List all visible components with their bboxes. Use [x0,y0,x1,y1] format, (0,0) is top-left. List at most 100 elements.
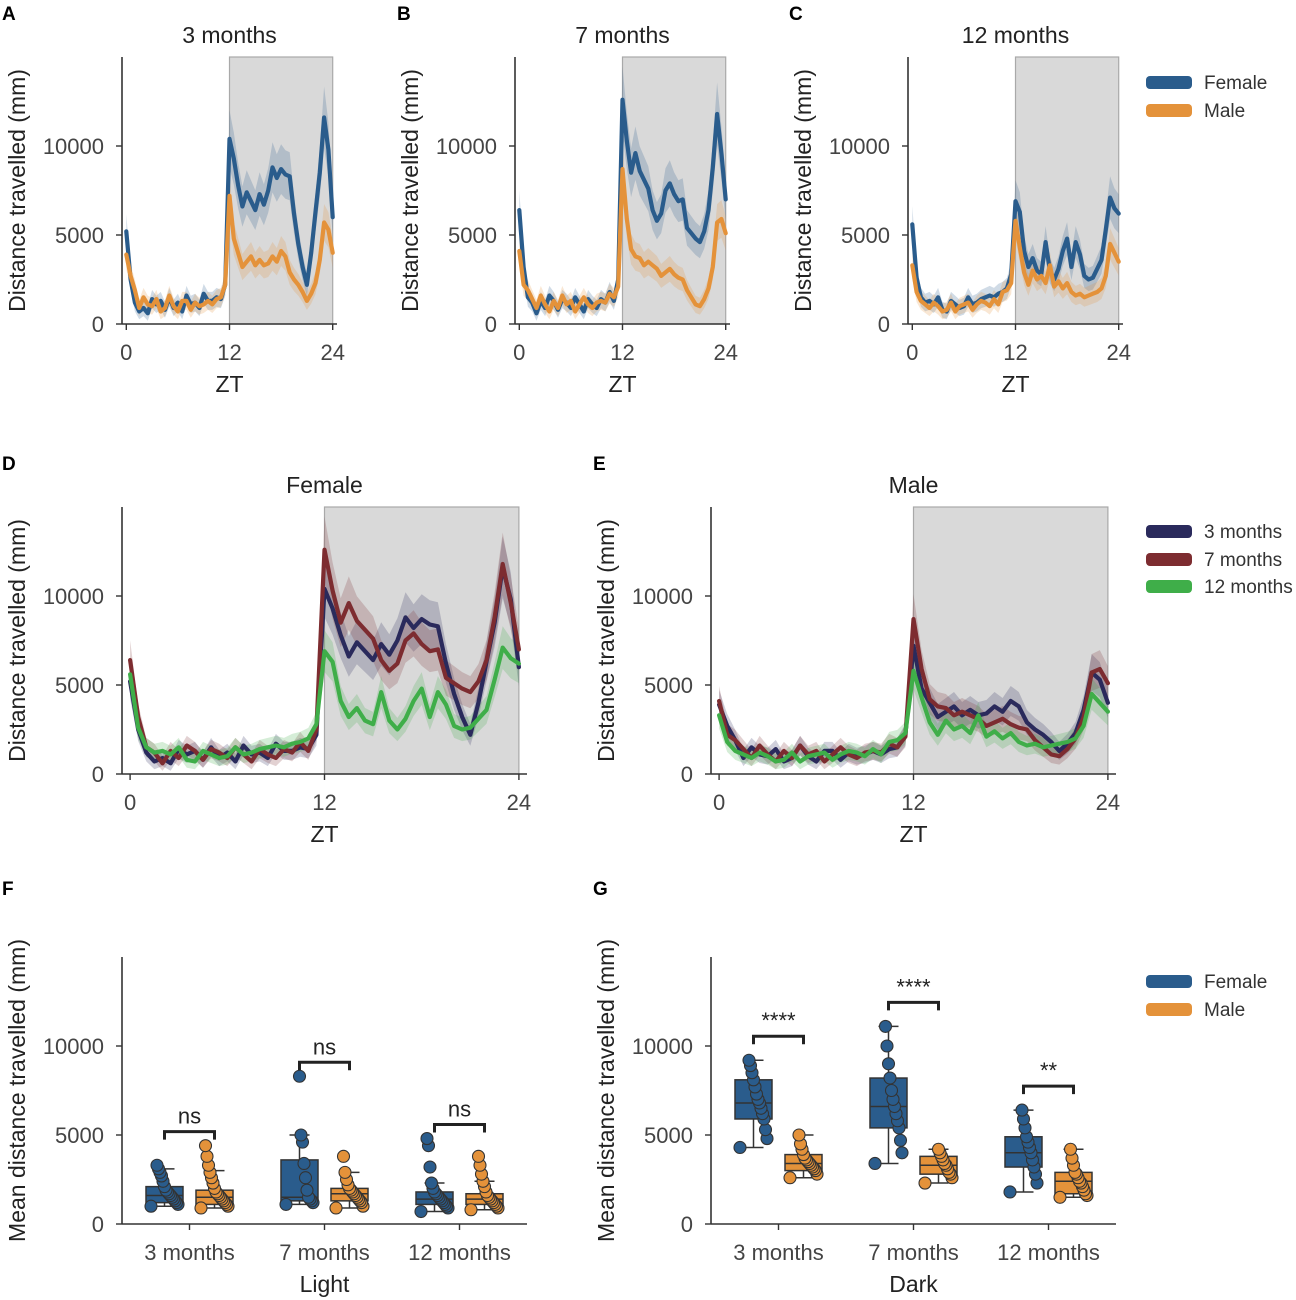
data-point-male [198,1139,213,1153]
significance-label: ns [313,1034,336,1059]
data-point-male [194,1201,208,1215]
data-point-female [300,1183,314,1197]
significance-label: ns [178,1104,201,1129]
y-axis-label: Distance travelled (mm) [790,69,816,312]
data-point-female [883,1071,897,1085]
x-tick-label: 12 months [408,1240,511,1265]
data-point-female [420,1132,434,1146]
x-tick-label: 0 [713,790,725,815]
x-axis-label: ZT [310,821,338,847]
y-tick-label: 10000 [632,1034,693,1059]
error-band-male [912,202,1119,320]
dark-phase-shade [1014,56,1120,325]
significance-label: ns [448,1097,471,1122]
legend-swatch-box-male [1146,1003,1192,1016]
x-axis-label: ZT [1001,371,1029,397]
data-point-female [758,1123,773,1137]
y-tick-label: 5000 [644,673,693,698]
data-point-female [150,1158,164,1172]
data-point-male [792,1128,806,1142]
x-tick-label: 7 months [868,1240,959,1265]
x-axis-label: Dark [889,1271,938,1297]
x-axis-label: ZT [608,371,636,397]
series-line-male [910,218,1121,314]
y-axis-label: Distance travelled (mm) [397,69,423,312]
y-axis-label: Mean distance travelled (mm) [593,939,619,1242]
chart-panel-c: 0 5000 10000 Distance travelled (mm) 0 12 24 ZT… [790,22,1131,397]
chart-panel-a: 0 5000 10000 Distance travelled (mm) 0 12 24 ZT… [4,22,345,397]
data-point-male [918,1176,932,1190]
legend-label-box-female: Female [1204,972,1267,993]
series-line-12-months [128,645,522,764]
panel-title: 7 months [575,22,670,48]
series-line-female [124,115,335,316]
data-point-female [1015,1103,1029,1117]
significance-bracket [163,1130,216,1140]
panel-title: Female [286,472,363,498]
error-band-12-months [719,652,1108,770]
data-point-female [298,1171,313,1185]
series-line-7-months [128,547,522,766]
x-tick-label: 0 [124,790,136,815]
legend-label-female: Female [1204,73,1267,94]
chart-panel-b: 0 5000 10000 Distance travelled (mm) 0 12 24 ZT… [397,22,738,397]
x-tick-label: 0 [120,340,132,365]
y-axis-label: Distance travelled (mm) [593,519,619,762]
y-tick-label: 5000 [55,673,104,698]
legend-box: Female Male [1146,972,1267,1021]
x-tick-label: 12 [312,790,336,815]
data-point-female [893,1133,908,1147]
data-point-female [881,1057,896,1071]
y-axis-label: Distance travelled (mm) [4,69,30,312]
y-tick-label: 0 [92,762,104,787]
y-tick-label: 5000 [448,223,497,248]
y-axis-label: Mean distance travelled (mm) [4,939,30,1242]
x-tick-label: 24 [1096,790,1120,815]
data-point-male [200,1149,214,1163]
data-point-female [292,1069,307,1083]
x-tick-label: 0 [513,340,525,365]
x-tick-label: 12 [1003,340,1027,365]
data-point-female [144,1199,158,1213]
x-axis-label: ZT [215,371,243,397]
data-point-male [1063,1142,1078,1156]
y-axis-label: Distance travelled (mm) [4,519,30,762]
panel-label-c: C [789,4,803,25]
data-point-female [424,1176,439,1190]
panel-label-b: B [397,4,411,25]
data-point-female [294,1128,308,1142]
data-point-female [884,1083,899,1098]
data-point-female [1003,1185,1017,1199]
data-point-male [338,1165,352,1179]
chart-panel-f: 0 5000 10000 Mean distance travelled (mm) 3 … [4,939,527,1297]
series-line-12-months [716,668,1111,764]
y-tick-label: 0 [878,312,890,337]
significance-label: ** [1040,1058,1058,1083]
y-tick-label: 10000 [632,584,693,609]
y-tick-label: 0 [681,1212,693,1237]
significance-bracket [752,1034,805,1045]
y-tick-label: 0 [92,1212,104,1237]
legend-swatch-box-female [1146,975,1192,988]
significance-bracket [1022,1084,1075,1095]
data-point-female [895,1146,909,1160]
y-tick-label: 10000 [43,584,104,609]
x-tick-label: 12 [217,340,241,365]
series-line-male [124,193,335,314]
error-band-female [126,86,333,321]
panel-label-f: F [2,879,14,900]
y-tick-label: 10000 [829,134,890,159]
legend-label-box-male: Male [1204,1000,1245,1021]
legend-swatch-3-months [1146,525,1192,538]
panel-label-g: G [593,879,608,900]
y-tick-label: 0 [681,762,693,787]
chart-panel-e: 0 5000 10000 Distance travelled (mm) 0 12 24 ZT… [593,472,1120,847]
y-tick-label: 5000 [55,223,104,248]
error-band-3-months [130,536,519,771]
data-point-female [742,1053,756,1067]
panel-title: 12 months [962,22,1069,48]
significance-bracket [433,1123,486,1133]
legend-age: 3 months 7 months 12 months [1146,522,1293,598]
y-tick-label: 5000 [644,1123,693,1148]
significance-label: **** [896,974,931,999]
